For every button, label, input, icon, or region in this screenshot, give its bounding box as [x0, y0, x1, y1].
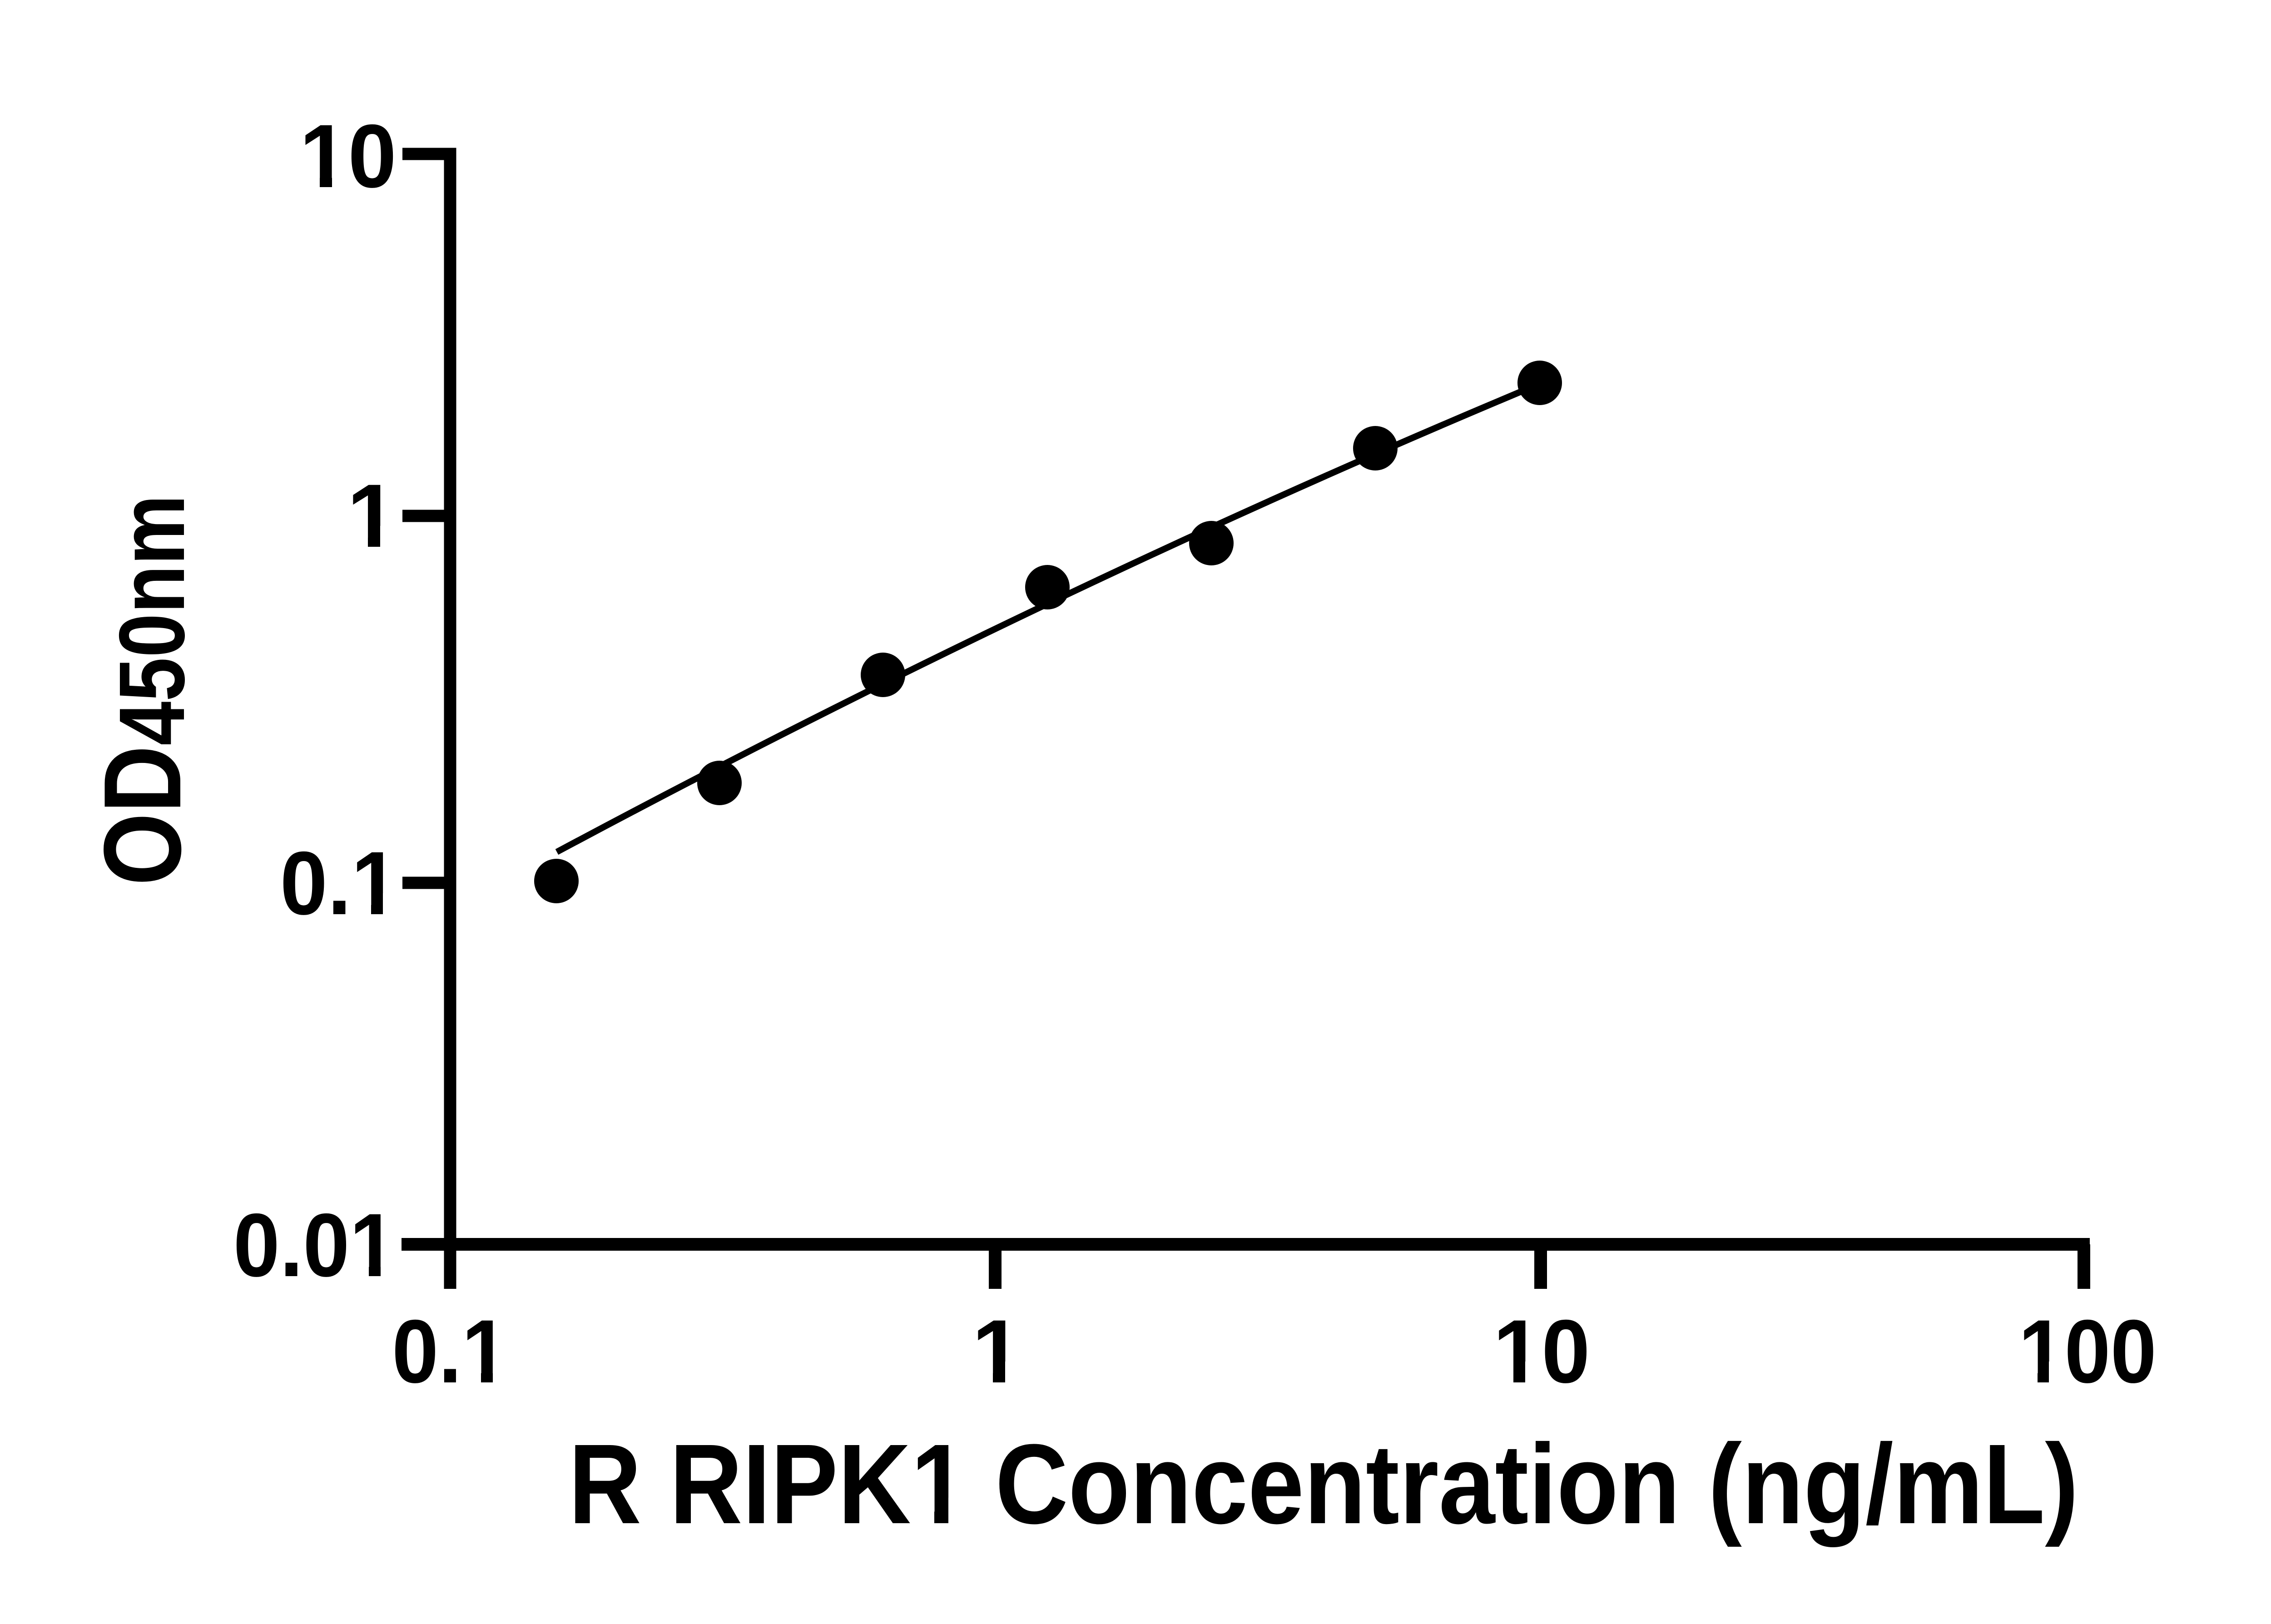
svg-text:0.1: 0.1	[392, 1301, 508, 1402]
svg-text:10: 10	[299, 106, 397, 206]
svg-text:1: 1	[972, 1301, 1022, 1401]
svg-text:100: 100	[2018, 1302, 2157, 1402]
svg-text:R RIPK1 Concentration (ng/mL): R RIPK1 Concentration (ng/mL)	[569, 1421, 2079, 1548]
svg-text:OD450nm: OD450nm	[81, 495, 204, 886]
svg-text:0.01: 0.01	[233, 1195, 396, 1296]
svg-text:10: 10	[1493, 1301, 1590, 1401]
svg-text:1: 1	[347, 465, 397, 566]
svg-text:0.1: 0.1	[280, 833, 399, 933]
